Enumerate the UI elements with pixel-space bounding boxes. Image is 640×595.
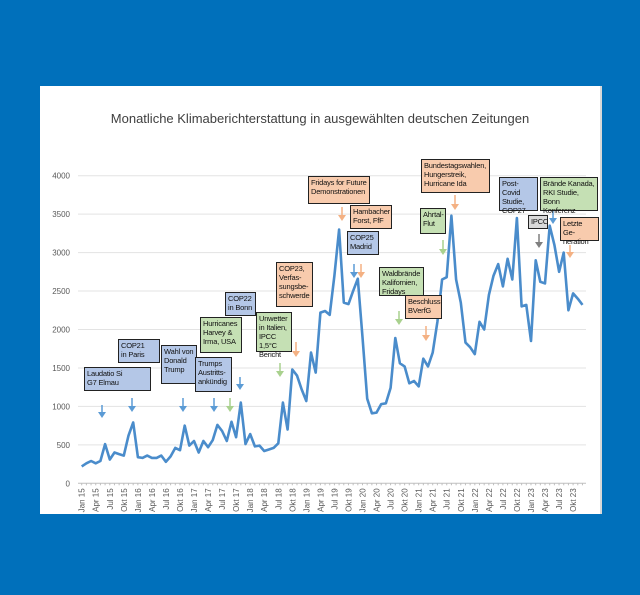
x-tick-label: Jan 19 xyxy=(302,488,311,513)
y-tick-label: 0 xyxy=(66,479,71,488)
annotation-box: Laudatio Si G7 Elmau xyxy=(84,367,151,391)
arrow-head-icon xyxy=(439,249,447,255)
arrow-head-icon xyxy=(535,242,543,248)
arrow-head-icon xyxy=(350,272,358,278)
annotation-box: COP21 in Paris xyxy=(118,339,160,363)
x-tick-label: Apr 19 xyxy=(316,488,325,512)
arrow-head-icon xyxy=(210,406,218,412)
x-tick-label: Jan 16 xyxy=(134,488,143,513)
arrow-head-icon xyxy=(422,335,430,341)
x-tick-label: Apr 17 xyxy=(204,488,213,512)
x-tick-label: Jan 22 xyxy=(471,488,480,513)
x-tick-label: Apr 22 xyxy=(485,488,494,512)
arrow-head-icon xyxy=(276,371,284,377)
x-tick-label: Apr 18 xyxy=(260,488,269,512)
x-tick-label: Jan 18 xyxy=(246,488,255,513)
annotation-box: Letzte Ge- neration xyxy=(560,217,599,246)
x-tick-label: Apr 21 xyxy=(429,488,438,512)
annotation-box: Wahl von Donald Trump xyxy=(161,345,197,384)
x-tick-label: Jul 22 xyxy=(499,488,508,510)
y-tick-label: 1500 xyxy=(52,364,70,373)
y-tick-label: 2500 xyxy=(52,287,70,296)
x-tick-label: Apr 20 xyxy=(373,488,382,512)
x-tick-label: Jan 15 xyxy=(78,488,87,513)
arrow-head-icon xyxy=(338,215,346,221)
series-line xyxy=(80,214,584,468)
x-tick-label: Okt 16 xyxy=(176,488,185,512)
y-tick-label: 4000 xyxy=(52,172,70,181)
x-tick-label: Jul 17 xyxy=(218,488,227,510)
chart-panel xyxy=(40,86,602,514)
arrow-head-icon xyxy=(549,218,557,224)
arrow-head-icon xyxy=(179,406,187,412)
x-tick-label: Okt 21 xyxy=(457,488,466,512)
x-tick-label: Jan 23 xyxy=(527,488,536,513)
arrow-head-icon xyxy=(451,204,459,210)
y-tick-label: 3000 xyxy=(52,249,70,258)
annotation-box: Brände Kanada, RKI Studie, Bonn Konferen… xyxy=(540,177,598,215)
arrow-head-icon xyxy=(226,406,234,412)
x-tick-label: Okt 17 xyxy=(232,488,241,512)
x-tick-label: Apr 23 xyxy=(541,488,550,512)
x-tick-label: Okt 22 xyxy=(513,488,522,512)
x-tick-label: Jul 15 xyxy=(106,488,115,510)
annotation-box: Post-Covid Studie, COP27 xyxy=(499,177,538,215)
x-tick-label: Jul 21 xyxy=(443,488,452,510)
annotation-box: COP23, Verfas- sungsbe- schwerde xyxy=(276,262,313,307)
x-tick-label: Jan 21 xyxy=(415,488,424,513)
x-tick-label: Jul 19 xyxy=(330,488,339,510)
annotation-box: IPCC xyxy=(528,215,548,229)
x-tick-label: Okt 19 xyxy=(344,488,353,512)
arrow-head-icon xyxy=(566,252,574,258)
y-tick-label: 3500 xyxy=(52,210,70,219)
y-tick-label: 2000 xyxy=(52,326,70,335)
annotation-box: Trumps Austritts- ankündig xyxy=(195,357,232,392)
x-tick-label: Jul 23 xyxy=(555,488,564,510)
arrow-head-icon xyxy=(395,319,403,325)
y-tick-label: 500 xyxy=(57,441,71,450)
x-tick-label: Okt 18 xyxy=(288,488,297,512)
annotation-box: Bundestagswahlen, Hungerstreik, Hurrican… xyxy=(421,159,490,193)
annotation-box: Waldbrände Kalifornien, Fridays xyxy=(379,267,424,296)
x-tick-label: Jan 20 xyxy=(359,488,368,513)
arrow-head-icon xyxy=(357,272,365,278)
arrow-head-icon xyxy=(292,351,300,357)
annotation-box: Hurricanes Harvey & Irma, USA xyxy=(200,317,242,353)
annotation-box: Fridays for Future Demonstrationen xyxy=(308,176,370,204)
annotation-box: Hambacher Forst, FfF xyxy=(350,205,392,229)
annotation-box: Unwetter in Italien, IPCC 1,5°C Bericht xyxy=(256,312,292,359)
x-tick-label: Jul 16 xyxy=(162,488,171,510)
x-tick-label: Jan 17 xyxy=(190,488,199,513)
annotation-box: COP22 in Bonn xyxy=(225,292,256,316)
annotation-box: COP25 Madrid xyxy=(347,231,379,255)
annotation-box: Beschluss BVerfG xyxy=(405,295,442,319)
chart-title: Monatliche Klimaberichterstattung in aus… xyxy=(111,111,529,126)
x-tick-label: Apr 16 xyxy=(148,488,157,512)
x-tick-label: Okt 23 xyxy=(569,488,578,512)
x-tick-label: Okt 20 xyxy=(401,488,410,512)
x-tick-label: Okt 15 xyxy=(120,488,129,512)
arrow-head-icon xyxy=(98,412,106,418)
y-tick-label: 1000 xyxy=(52,402,70,411)
x-tick-label: Jul 18 xyxy=(274,488,283,510)
x-tick-label: Apr 15 xyxy=(92,488,101,512)
arrow-head-icon xyxy=(128,406,136,412)
x-tick-label: Jul 20 xyxy=(387,488,396,510)
annotation-box: Ahrtal- Flut xyxy=(420,208,446,234)
arrow-head-icon xyxy=(236,384,244,390)
